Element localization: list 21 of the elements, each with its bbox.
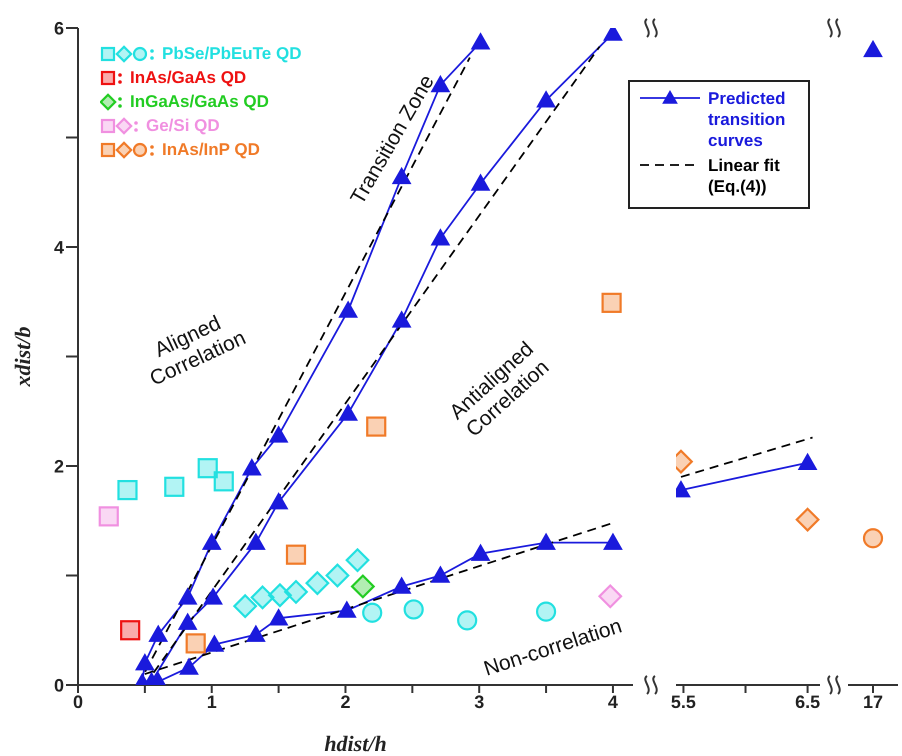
legend-label: InAs/GaAs QD <box>130 68 246 88</box>
x-tick-label: 6.5 <box>795 692 820 712</box>
y-axis-title: xdist/b <box>10 326 35 388</box>
x-tick-label: 2 <box>340 692 350 712</box>
x-tick-label: 3 <box>474 692 484 712</box>
x-axis-title: hdist/h <box>324 731 387 756</box>
x-tick-label: 5.5 <box>670 692 696 712</box>
x-tick-label: 4 <box>608 692 618 712</box>
legend-label: Predicted transition curves <box>708 88 786 151</box>
y-tick-label: 6 <box>54 18 64 38</box>
legend-label: InGaAs/GaAs QD <box>130 92 269 112</box>
x-tick-label: 0 <box>72 692 84 712</box>
x-tick-label: 1 <box>206 692 217 712</box>
y-tick-label: 2 <box>54 456 64 476</box>
y-tick-label: 0 <box>54 675 64 696</box>
y-tick-label: 4 <box>54 237 64 258</box>
x-tick-label: 17 <box>862 692 884 712</box>
legend-label: Linear fit (Eq.(4)) <box>708 155 781 197</box>
legend-label: InAs/InP QD <box>162 140 260 160</box>
legend-label: PbSe/PbEuTe QD <box>162 44 302 64</box>
legend-label: Ge/Si QD <box>146 116 220 136</box>
